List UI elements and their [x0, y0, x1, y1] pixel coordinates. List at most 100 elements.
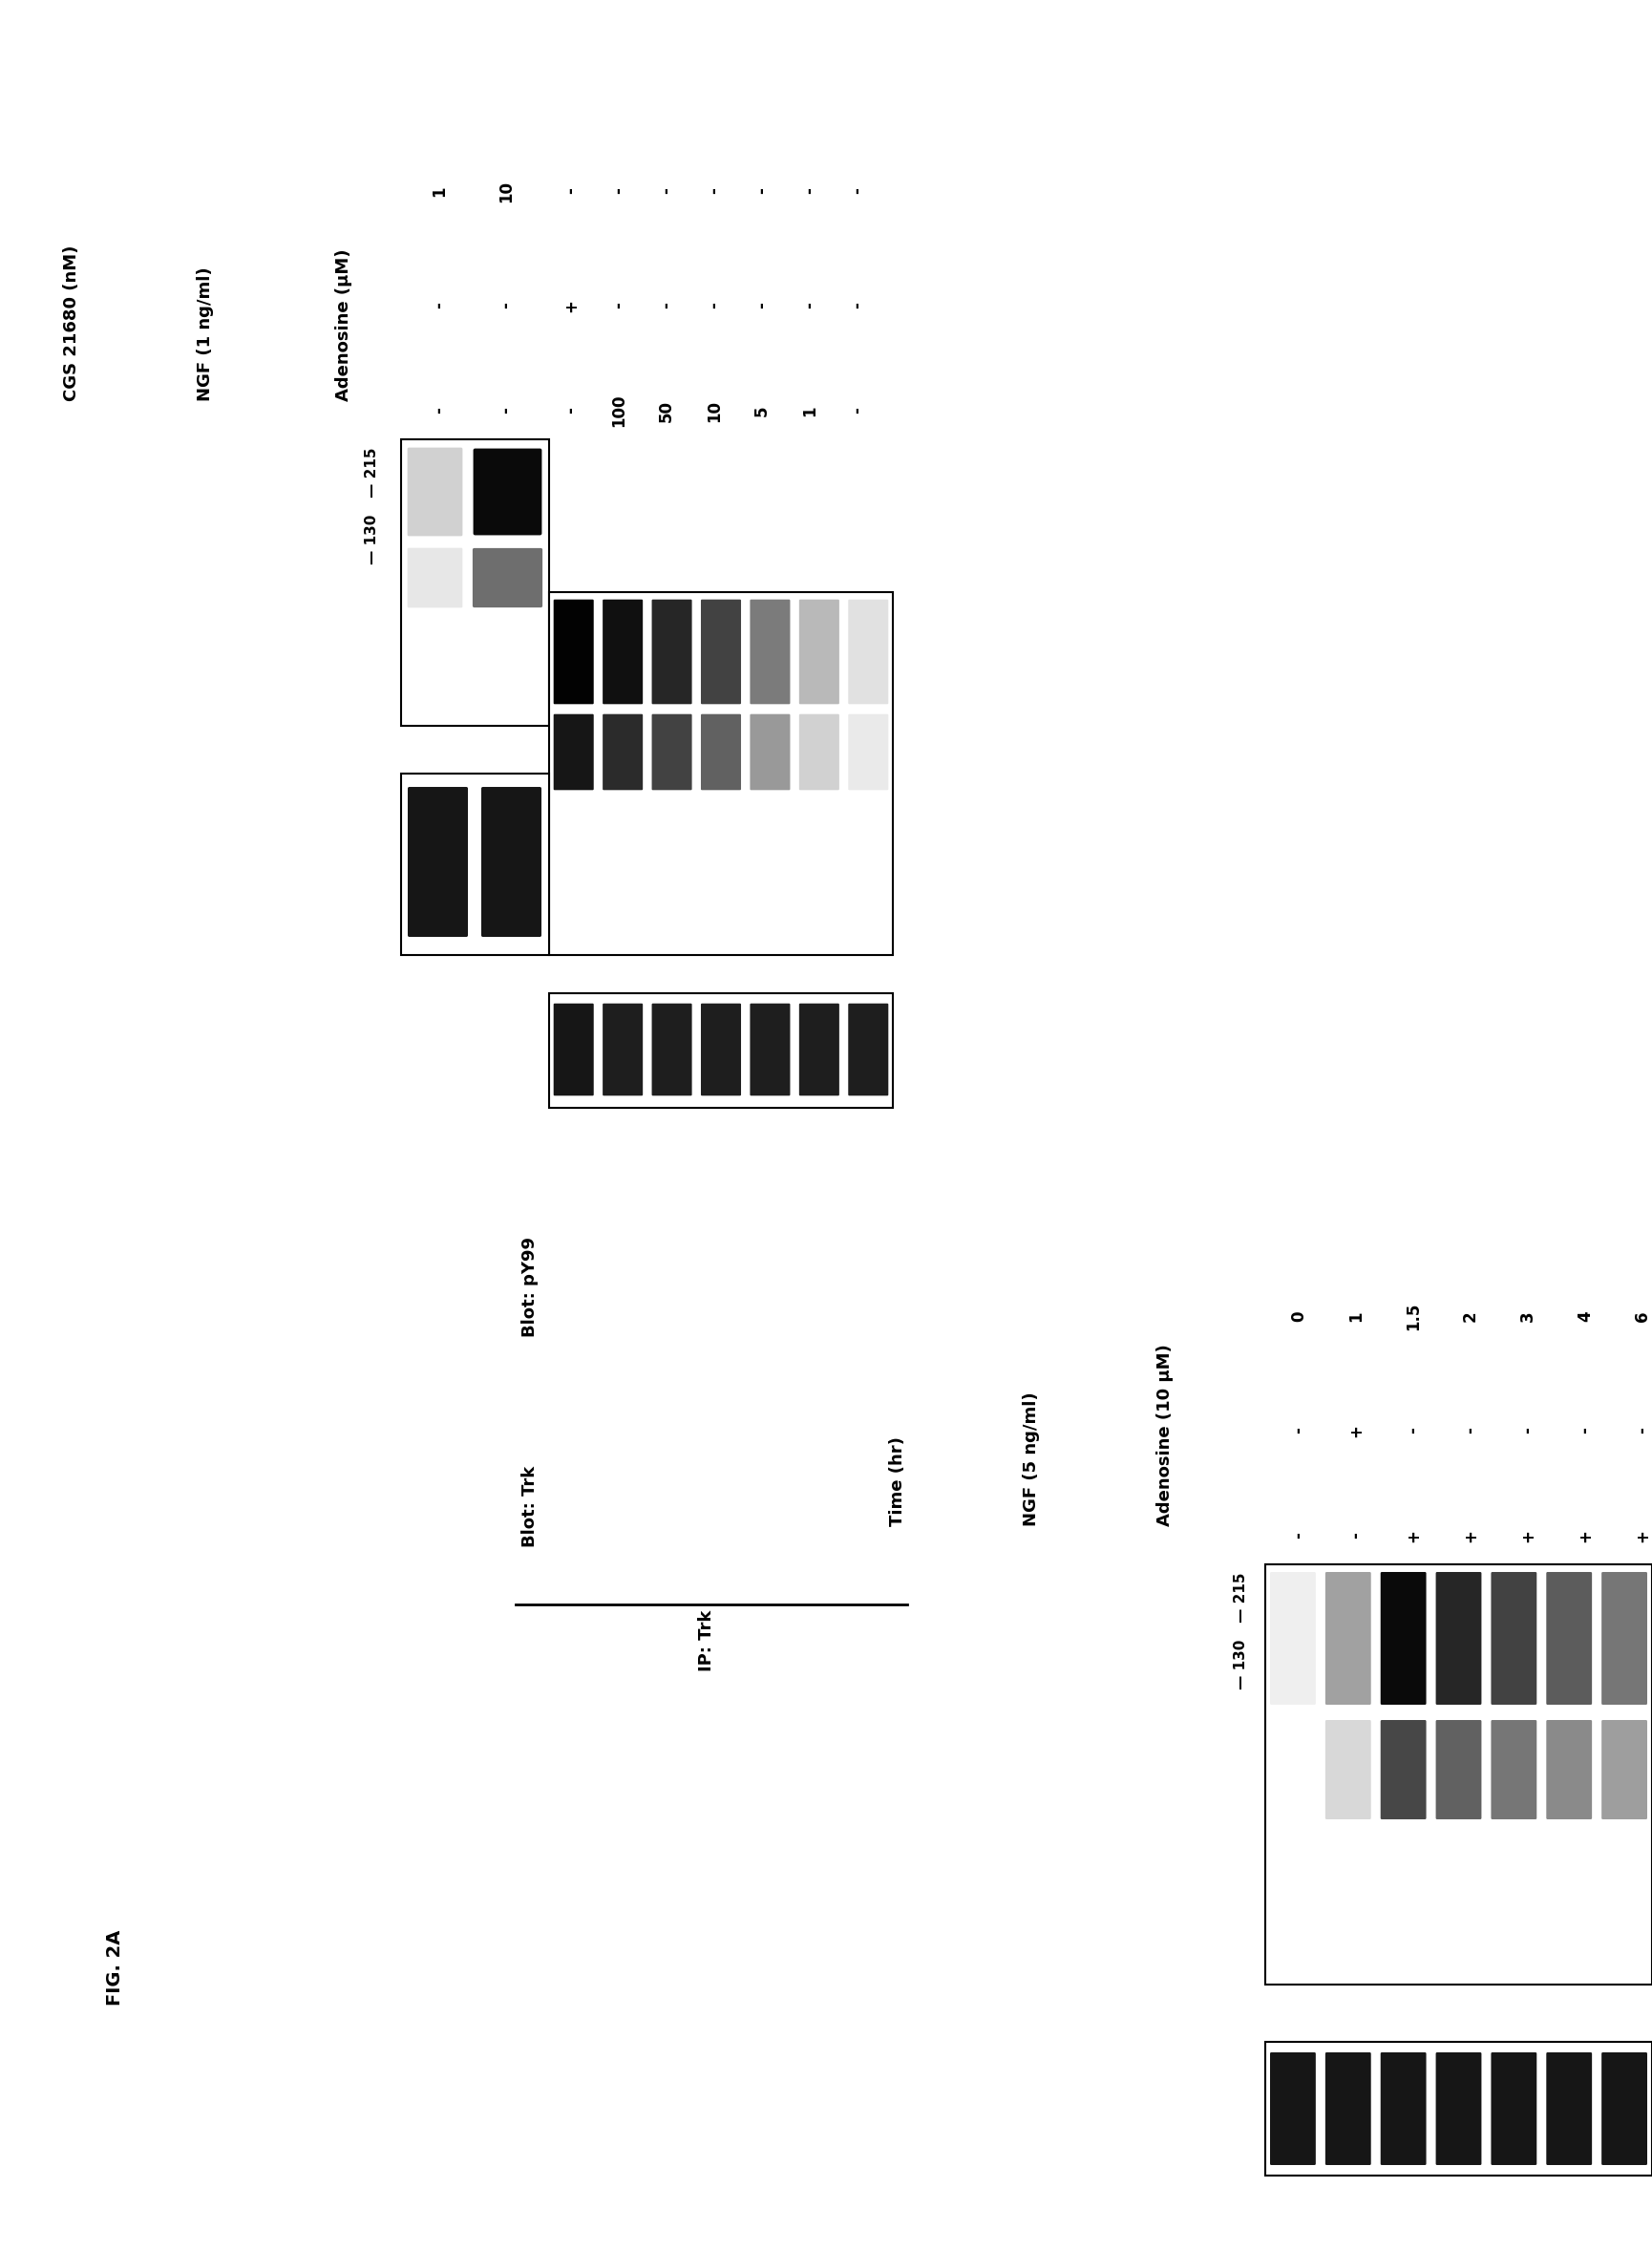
Text: 0: 0: [1290, 1310, 1307, 1321]
Bar: [548, 592, 892, 954]
FancyBboxPatch shape: [1325, 1571, 1371, 1704]
FancyBboxPatch shape: [800, 599, 839, 705]
FancyBboxPatch shape: [700, 599, 742, 705]
Text: 100: 100: [610, 394, 628, 428]
Text: -: -: [1576, 1427, 1594, 1434]
Text: -: -: [431, 407, 448, 414]
Text: Adenosine (μM): Adenosine (μM): [335, 250, 352, 401]
Text: -: -: [849, 407, 866, 414]
FancyBboxPatch shape: [1601, 1720, 1647, 1819]
Text: 1: 1: [1348, 1310, 1365, 1321]
Text: -: -: [562, 187, 580, 194]
FancyBboxPatch shape: [1492, 1720, 1536, 1819]
Text: 4: 4: [1576, 1310, 1594, 1321]
Text: — 130: — 130: [365, 515, 380, 565]
FancyBboxPatch shape: [847, 714, 889, 790]
Text: 3: 3: [1520, 1310, 1536, 1321]
Text: -: -: [1520, 1427, 1536, 1434]
Text: 2: 2: [1462, 1310, 1479, 1321]
Text: -: -: [657, 187, 676, 194]
FancyBboxPatch shape: [472, 448, 542, 536]
Text: +: +: [1576, 1528, 1594, 1542]
FancyBboxPatch shape: [1325, 1720, 1371, 1819]
FancyBboxPatch shape: [1381, 1571, 1426, 1704]
FancyBboxPatch shape: [603, 1004, 643, 1096]
Text: 10: 10: [705, 401, 724, 421]
FancyBboxPatch shape: [1381, 2053, 1426, 2165]
Text: NGF (1 ng/ml): NGF (1 ng/ml): [197, 268, 213, 401]
Text: Time (hr): Time (hr): [889, 1436, 907, 1526]
Text: -: -: [1404, 1427, 1422, 1434]
Bar: [1265, 2042, 1652, 2174]
FancyBboxPatch shape: [1492, 1571, 1536, 1704]
Text: -: -: [753, 302, 770, 308]
Text: NGF (5 ng/ml): NGF (5 ng/ml): [1023, 1391, 1039, 1526]
FancyBboxPatch shape: [800, 714, 839, 790]
Text: -: -: [849, 302, 866, 308]
FancyBboxPatch shape: [408, 547, 463, 608]
FancyBboxPatch shape: [481, 788, 542, 936]
Text: FIG. 2A: FIG. 2A: [106, 1929, 124, 2006]
Text: -: -: [610, 302, 628, 308]
Text: -: -: [562, 407, 580, 414]
Text: 1: 1: [801, 405, 818, 416]
FancyBboxPatch shape: [750, 714, 790, 790]
FancyBboxPatch shape: [408, 788, 468, 936]
Text: -: -: [610, 187, 628, 194]
FancyBboxPatch shape: [1601, 1571, 1647, 1704]
Text: Adenosine (10 μM): Adenosine (10 μM): [1156, 1344, 1173, 1526]
FancyBboxPatch shape: [700, 1004, 742, 1096]
Text: 50: 50: [657, 401, 676, 421]
FancyBboxPatch shape: [1325, 2053, 1371, 2165]
Text: -: -: [431, 302, 448, 308]
FancyBboxPatch shape: [1436, 1571, 1482, 1704]
FancyBboxPatch shape: [1270, 2053, 1315, 2165]
FancyBboxPatch shape: [1270, 1571, 1315, 1704]
Text: -: -: [497, 302, 515, 308]
Text: — 130: — 130: [1234, 1639, 1249, 1691]
Bar: [548, 993, 892, 1107]
Text: +: +: [1634, 1528, 1650, 1542]
FancyBboxPatch shape: [1436, 2053, 1482, 2165]
FancyBboxPatch shape: [553, 599, 593, 705]
Text: -: -: [657, 302, 676, 308]
FancyBboxPatch shape: [800, 1004, 839, 1096]
Text: -: -: [1634, 1427, 1650, 1434]
FancyBboxPatch shape: [603, 599, 643, 705]
Text: IP: Trk: IP: Trk: [699, 1609, 715, 1670]
FancyBboxPatch shape: [653, 1004, 692, 1096]
Text: Blot: pY99: Blot: pY99: [522, 1236, 539, 1337]
Text: — 215: — 215: [365, 448, 380, 497]
Text: -: -: [705, 302, 724, 308]
FancyBboxPatch shape: [1546, 1571, 1593, 1704]
Text: -: -: [1462, 1427, 1479, 1434]
FancyBboxPatch shape: [1546, 2053, 1593, 2165]
Text: 6: 6: [1634, 1310, 1650, 1321]
Text: -: -: [849, 187, 866, 194]
FancyBboxPatch shape: [653, 714, 692, 790]
Text: -: -: [705, 187, 724, 194]
Text: -: -: [801, 187, 818, 194]
Text: +: +: [1520, 1528, 1536, 1542]
Text: — 215: — 215: [1234, 1573, 1249, 1623]
Text: 1: 1: [431, 185, 448, 196]
FancyBboxPatch shape: [653, 599, 692, 705]
Text: 5: 5: [753, 405, 770, 416]
Text: -: -: [1348, 1533, 1365, 1540]
FancyBboxPatch shape: [1492, 2053, 1536, 2165]
Text: +: +: [1404, 1528, 1422, 1542]
Text: CGS 21680 (nM): CGS 21680 (nM): [63, 245, 81, 401]
FancyBboxPatch shape: [1436, 1720, 1482, 1819]
Text: +: +: [562, 299, 580, 313]
Bar: [401, 774, 548, 954]
FancyBboxPatch shape: [847, 599, 889, 705]
Text: -: -: [1290, 1427, 1307, 1434]
Text: 1.5: 1.5: [1404, 1301, 1422, 1330]
Text: -: -: [1290, 1533, 1307, 1540]
FancyBboxPatch shape: [700, 714, 742, 790]
FancyBboxPatch shape: [553, 1004, 593, 1096]
Text: -: -: [497, 407, 515, 414]
FancyBboxPatch shape: [1601, 2053, 1647, 2165]
FancyBboxPatch shape: [408, 448, 463, 536]
FancyBboxPatch shape: [603, 714, 643, 790]
